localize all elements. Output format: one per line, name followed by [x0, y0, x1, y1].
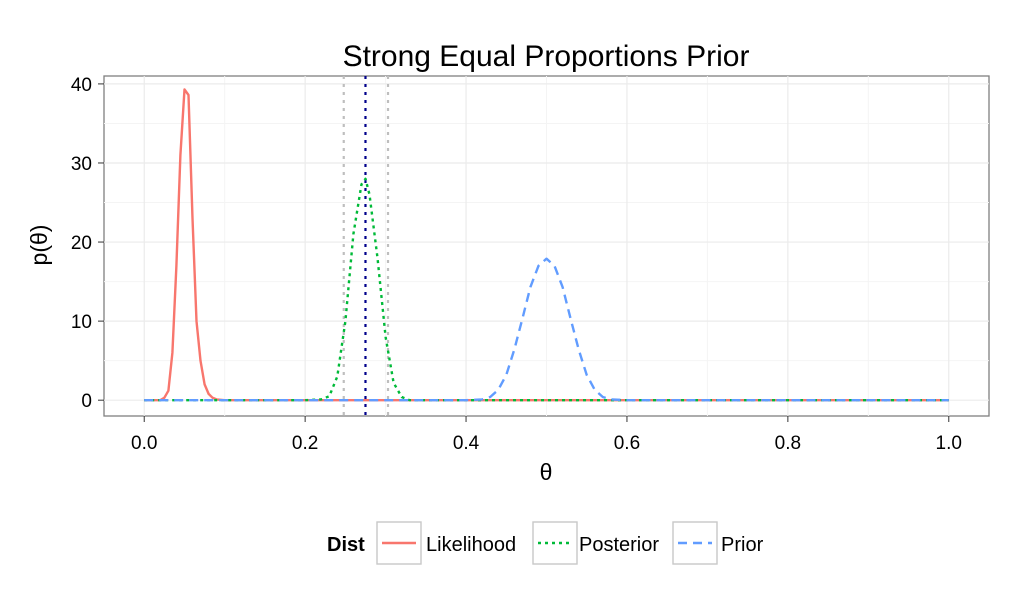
chart-title: Strong Equal Proportions Prior — [343, 40, 750, 73]
x-tick-label: 0.2 — [292, 433, 318, 454]
legend-label-likelihood: Likelihood — [426, 534, 516, 556]
x-tick-label: 0.6 — [614, 433, 640, 454]
x-tick-label: 0.8 — [775, 433, 801, 454]
y-axis-label: p(θ) — [26, 225, 52, 266]
x-tick-label: 0.4 — [453, 433, 480, 454]
x-tick-label: 0.0 — [131, 433, 157, 454]
y-tick-label: 10 — [71, 312, 92, 333]
y-tick-label: 0 — [81, 391, 92, 412]
legend-label-posterior: Posterior — [579, 534, 659, 556]
series-lines — [144, 88, 949, 402]
y-tick-label: 20 — [71, 233, 92, 254]
x-axis-label: θ — [540, 459, 553, 485]
legend: Dist Likelihood Posterior Prior — [327, 521, 764, 565]
grid-lines — [104, 76, 989, 416]
reference-lines — [342, 76, 390, 416]
legend-label-prior: Prior — [721, 534, 764, 556]
y-axis: 0 10 20 30 40 — [71, 75, 104, 412]
x-axis: 0.0 0.2 0.4 0.6 0.8 1.0 — [131, 416, 962, 454]
x-tick-label: 1.0 — [936, 433, 962, 454]
y-tick-label: 40 — [71, 75, 92, 96]
y-tick-label: 30 — [71, 154, 92, 175]
series-line-prior — [144, 257, 949, 402]
legend-title: Dist — [327, 534, 365, 556]
